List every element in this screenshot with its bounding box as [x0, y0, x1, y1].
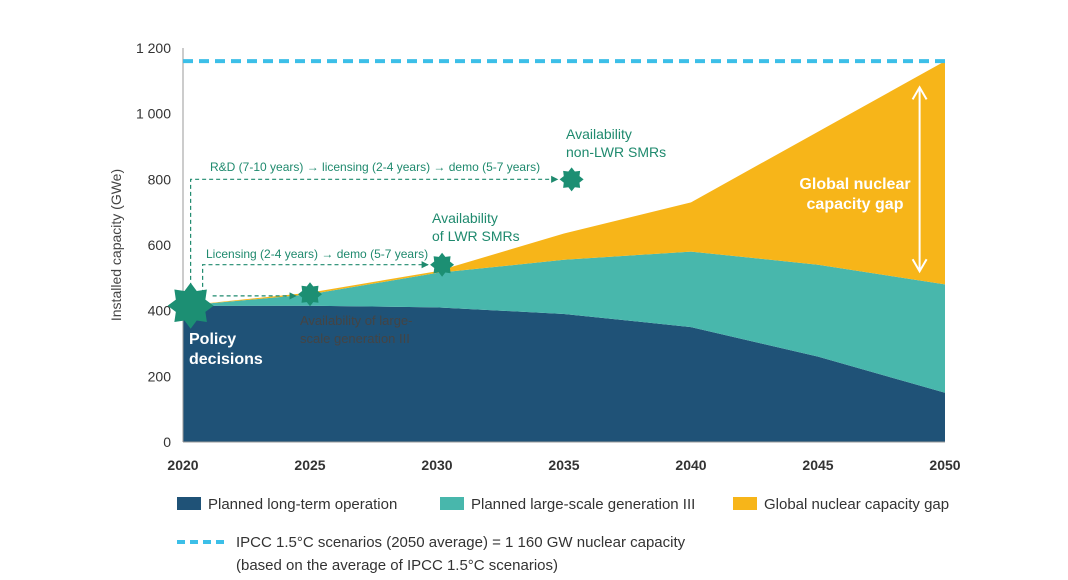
lwr-path-label: Licensing (2-4 years) → demo (5-7 years): [206, 247, 428, 261]
axes: 0 200 400 600 800 1 000 1 200 2020 2025 2030 2035 2…: [108, 40, 961, 473]
gap-label-line1: Global nuclear: [799, 176, 910, 193]
policy-decision-star-icon: [167, 282, 214, 329]
legend: Planned long-term operation Planned larg…: [177, 496, 949, 574]
y-tick-label: 0: [163, 434, 171, 450]
area-long-term-operation: [183, 305, 945, 442]
y-axis-title: Installed capacity (GWe): [108, 169, 124, 321]
lwr-availability-line1: Availability: [432, 210, 498, 226]
nonlwr-path-label: R&D (7-10 years) → licensing (2-4 years)…: [210, 160, 540, 174]
milestone-stars: [167, 167, 584, 329]
gap-label-line2: capacity gap: [807, 196, 904, 213]
x-tick-label: 2025: [294, 457, 325, 473]
gen3-availability-line2: scale generation III: [300, 331, 410, 346]
lwr-timeline-path: [202, 261, 429, 301]
nonlwr-availability-line1: Availability: [566, 126, 632, 142]
y-tick-label: 200: [148, 368, 172, 384]
x-tick-label: 2050: [929, 457, 960, 473]
y-tick-label: 800: [148, 171, 172, 187]
nonlwr-timeline-path: [190, 175, 559, 301]
nonlwr-availability-line2: non-LWR SMRs: [566, 144, 666, 160]
legend-swatch-gap: [733, 497, 757, 510]
legend-label-ipcc-sub: (based on the average of IPCC 1.5°C scen…: [236, 557, 558, 574]
legend-label-gap: Global nuclear capacity gap: [764, 496, 949, 513]
x-tick-label: 2035: [548, 457, 579, 473]
y-tick-label: 1 200: [136, 40, 171, 56]
y-tick-label: 600: [148, 237, 172, 253]
legend-swatch-gen3: [440, 497, 464, 510]
milestone-star-icon: [559, 167, 584, 192]
gap-arrow-head-bottom: [911, 258, 928, 274]
area-large-scale-gen3: [183, 251, 945, 393]
lwr-availability-line2: of LWR SMRs: [432, 228, 520, 244]
policy-label-line2: decisions: [189, 351, 263, 368]
legend-label-long-term: Planned long-term operation: [208, 496, 397, 513]
area-layers: [183, 61, 945, 442]
y-tick-label: 400: [148, 303, 172, 319]
area-capacity-gap: [183, 61, 945, 306]
gen3-availability-line1: Availability of large-: [300, 313, 412, 328]
milestone-star-icon: [298, 282, 322, 307]
legend-swatch-long-term: [177, 497, 201, 510]
milestone-star-icon: [430, 252, 455, 277]
gap-arrow-head-top: [911, 85, 928, 100]
legend-label-gen3: Planned large-scale generation III: [471, 496, 695, 513]
timeline-paths: [190, 85, 928, 301]
x-tick-label: 2020: [167, 457, 198, 473]
annotations: Policy decisions Availability of large- …: [189, 126, 911, 368]
y-tick-label: 1 000: [136, 106, 171, 122]
x-tick-label: 2045: [802, 457, 833, 473]
x-tick-label: 2030: [421, 457, 452, 473]
x-tick-label: 2040: [675, 457, 706, 473]
legend-label-ipcc: IPCC 1.5°C scenarios (2050 average) = 1 …: [236, 534, 686, 551]
policy-label-line1: Policy: [189, 331, 236, 348]
